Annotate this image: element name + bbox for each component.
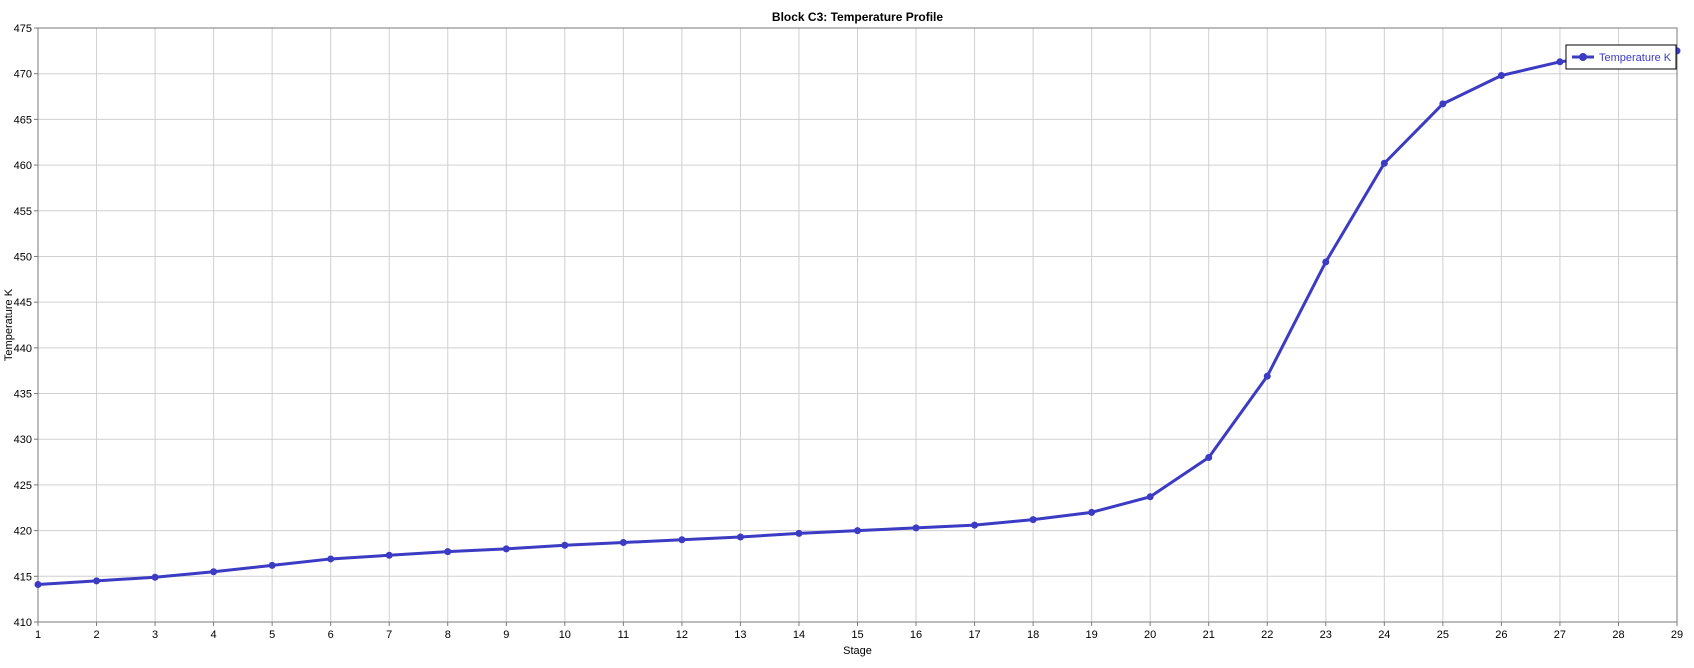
- y-tick-label: 475: [14, 23, 32, 35]
- data-point: [1263, 372, 1271, 380]
- y-tick-label: 445: [14, 297, 32, 309]
- data-point: [561, 541, 569, 549]
- x-tick-label: 21: [1203, 629, 1215, 641]
- y-tick-label: 460: [14, 160, 32, 172]
- x-tick-label: 18: [1027, 629, 1039, 641]
- x-tick-label: 4: [211, 629, 217, 641]
- y-tick-label: 420: [14, 526, 32, 538]
- data-point: [1497, 72, 1505, 80]
- data-point: [1146, 493, 1154, 501]
- data-point: [854, 527, 861, 535]
- data-point: [34, 581, 42, 589]
- x-axis-title: Stage: [843, 645, 872, 657]
- x-tick-label: 24: [1378, 629, 1390, 641]
- x-tick-label: 5: [269, 629, 275, 641]
- y-tick-label: 470: [14, 69, 32, 81]
- data-point: [912, 524, 920, 532]
- x-tick-label: 6: [328, 629, 334, 641]
- x-tick-label: 26: [1495, 629, 1507, 641]
- data-point: [1088, 508, 1096, 516]
- data-point: [1439, 100, 1447, 108]
- legend-label: Temperature K: [1599, 52, 1672, 64]
- y-tick-label: 425: [14, 480, 32, 492]
- data-point: [1556, 58, 1564, 66]
- y-tick-label: 465: [14, 114, 32, 126]
- y-tick-label: 435: [14, 389, 32, 401]
- x-tick-label: 1: [35, 629, 41, 641]
- data-point: [971, 521, 979, 529]
- data-point: [444, 548, 452, 556]
- data-point: [385, 551, 393, 559]
- grid-lines: [37, 27, 1678, 623]
- x-tick-label: 29: [1671, 629, 1683, 641]
- x-tick-label: 14: [793, 629, 805, 641]
- x-tick-label: 2: [93, 629, 99, 641]
- y-tick-label: 430: [14, 434, 32, 446]
- x-tick-label: 20: [1144, 629, 1156, 641]
- x-tick-label: 22: [1261, 629, 1273, 641]
- y-tick-label: 415: [14, 571, 32, 583]
- data-point: [502, 545, 510, 553]
- data-point: [93, 577, 101, 585]
- data-point: [327, 555, 335, 563]
- x-tick-label: 15: [851, 629, 863, 641]
- data-point: [1322, 258, 1330, 266]
- data-point: [210, 568, 218, 576]
- data-point: [678, 536, 686, 544]
- data-point: [1029, 516, 1037, 524]
- x-tick-label: 9: [503, 629, 509, 641]
- data-point: [151, 573, 159, 581]
- y-tick-label: 410: [14, 617, 32, 629]
- x-tick-label: 7: [386, 629, 392, 641]
- data-point: [795, 529, 803, 537]
- chart-title: Block C3: Temperature Profile: [772, 10, 943, 24]
- x-tick-label: 25: [1437, 629, 1449, 641]
- x-tick-label: 16: [910, 629, 922, 641]
- y-tick-label: 440: [14, 343, 32, 355]
- x-tick-label: 8: [445, 629, 451, 641]
- y-tick-label: 455: [14, 206, 32, 218]
- y-axis-title: Temperature K: [3, 288, 15, 361]
- x-tick-label: 11: [618, 629, 629, 641]
- x-tick-label: 3: [152, 629, 158, 641]
- x-tick-label: 17: [968, 629, 980, 641]
- data-point: [619, 538, 627, 546]
- y-tick-label: 450: [14, 251, 32, 263]
- x-tick-label: 27: [1554, 629, 1566, 641]
- data-point: [1380, 159, 1388, 167]
- legend-marker: [1579, 53, 1587, 61]
- data-point: [736, 533, 744, 541]
- x-tick-label: 10: [559, 629, 571, 641]
- axis-ticks: 1 2 3 4 5 6 7 8 9 10 11 12 13 14 15 16 17 18 19 20 21 22 23 24 2…: [14, 23, 1683, 641]
- x-tick-label: 13: [734, 629, 746, 641]
- data-point: [1205, 454, 1213, 462]
- x-tick-label: 23: [1320, 629, 1332, 641]
- x-tick-label: 19: [1086, 629, 1098, 641]
- data-point: [268, 561, 276, 569]
- x-tick-label: 28: [1612, 629, 1624, 641]
- legend: Temperature K: [1565, 44, 1677, 70]
- x-tick-label: 12: [676, 629, 688, 641]
